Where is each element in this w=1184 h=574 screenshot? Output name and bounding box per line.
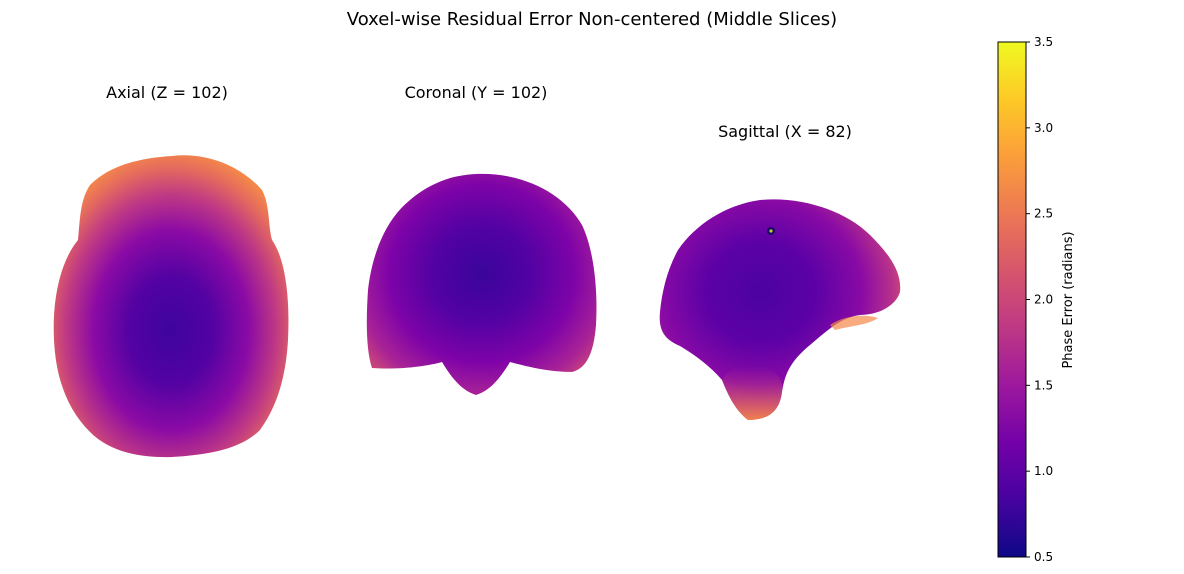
figure-title: Voxel-wise Residual Error Non-centered (… xyxy=(346,9,838,30)
colorbar: 0.5 1.0 1.5 2.0 2.5 3.0 3.5 Phase Error (radia… xyxy=(997,35,1076,564)
colorbar-tick-label: 2.0 xyxy=(1034,293,1053,307)
colorbar-tick-label: 3.0 xyxy=(1034,121,1053,135)
sagittal-slice xyxy=(659,199,901,420)
colorbar-label: Phase Error (radians) xyxy=(1061,231,1076,368)
colorbar-tick-label: 3.5 xyxy=(1034,35,1053,49)
colorbar-tick-label: 1.0 xyxy=(1034,464,1053,478)
sagittal-panel-title: Sagittal (X = 82) xyxy=(718,122,852,141)
colorbar-tick-label: 0.5 xyxy=(1034,550,1053,564)
colorbar-gradient xyxy=(997,41,1027,558)
axial-slice xyxy=(53,155,289,458)
axial-panel-title: Axial (Z = 102) xyxy=(106,83,228,102)
coronal-slice xyxy=(366,173,597,395)
colorbar-tick-label: 1.5 xyxy=(1034,378,1053,392)
colorbar-tick-label: 2.5 xyxy=(1034,207,1053,221)
coronal-panel-title: Coronal (Y = 102) xyxy=(404,83,548,102)
colorbar-ticks: 0.5 1.0 1.5 2.0 2.5 3.0 3.5 xyxy=(1026,35,1053,564)
